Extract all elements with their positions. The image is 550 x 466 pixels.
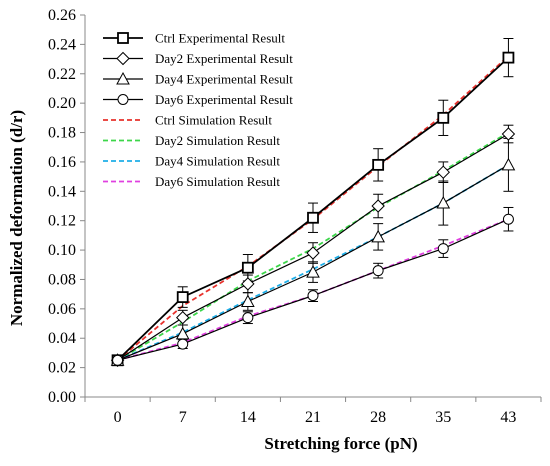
data-point [501,127,516,141]
axes [80,14,542,402]
x-tick-label: 43 [500,409,516,426]
data-point [502,213,514,225]
legend: Ctrl Experimental Result Day2 Experimenta… [103,31,293,189]
data-point [177,338,189,350]
series-ctrl-experimental-result [112,38,514,366]
legend-label: Ctrl Experimental Result [155,31,285,46]
data-point [371,229,385,243]
y-tick-label: 0.04 [48,330,76,347]
x-tick-label: 14 [240,409,256,426]
legend-item-day2-simulation-result: Day2 Simulation Result [103,133,280,148]
data-point [241,277,255,291]
data-point [436,165,450,179]
legend-label: Day2 Experimental Result [155,51,293,66]
data-point [371,199,385,213]
data-point [501,157,516,171]
legend-item-day6-experimental-result: Day6 Experimental Result [103,92,293,107]
data-point [307,211,319,224]
data-point [241,261,254,274]
legend-label: Ctrl Simulation Result [155,113,272,128]
data-point [437,243,449,255]
legend-item-day4-simulation-result: Day4 Simulation Result [103,154,280,169]
data-point [307,290,319,302]
data-points [110,51,516,367]
data-point [436,196,451,209]
experimental-series [112,38,514,366]
x-axis-title: Stretching force (pN) [264,434,417,453]
data-point [306,265,320,278]
data-point [242,312,254,324]
y-tick-label: 0.16 [48,154,76,171]
legend-label: Day6 Simulation Result [155,174,280,189]
data-point [306,246,320,260]
y-tick-label: 0.14 [48,183,76,200]
y-tick-label: 0.10 [48,242,76,259]
legend-item-day6-simulation-result: Day6 Simulation Result [103,174,280,189]
data-point [437,111,450,124]
data-point [372,265,384,277]
legend-item-ctrl-experimental-result: Ctrl Experimental Result [103,31,285,46]
tick-labels: 0.00 0.02 0.04 0.06 0.08 0.10 0.12 0.14 0.16 0.18… [48,7,516,426]
data-point [241,294,255,307]
legend-label: Day6 Experimental Result [155,92,293,107]
x-tick-label: 7 [179,409,187,426]
data-point [176,291,189,303]
y-tick-label: 0.06 [48,301,76,318]
y-tick-label: 0.12 [48,213,76,230]
y-tick-label: 0.24 [48,36,76,53]
y-tick-label: 0.00 [48,389,76,406]
y-tick-label: 0.08 [48,271,76,288]
y-tick-label: 0.22 [48,66,76,83]
y-tick-label: 0.18 [48,125,76,142]
data-point [372,158,385,171]
legend-label: Day4 Simulation Result [155,154,280,169]
legend-marker [117,32,129,44]
x-tick-label: 28 [370,409,386,426]
y-axis-title: Normalized deformation (d/r) [7,110,26,326]
x-tick-label: 21 [305,409,321,426]
y-tick-label: 0.20 [48,95,76,112]
legend-marker [117,94,129,105]
legend-label: Day2 Simulation Result [155,133,280,148]
legend-item-ctrl-simulation-result: Ctrl Simulation Result [103,113,272,128]
legend-item-day4-experimental-result: Day4 Experimental Result [103,72,293,87]
legend-label: Day4 Experimental Result [155,72,293,87]
y-tick-label: 0.02 [48,360,76,377]
x-tick-label: 0 [114,409,122,426]
legend-marker [116,71,130,85]
x-tick-label: 35 [435,409,451,426]
y-tick-label: 0.26 [48,7,76,24]
data-point [112,354,124,366]
legend-item-day2-experimental-result: Day2 Experimental Result [103,51,293,66]
data-point [502,51,515,64]
data-point [176,310,190,325]
legend-marker [116,51,130,66]
